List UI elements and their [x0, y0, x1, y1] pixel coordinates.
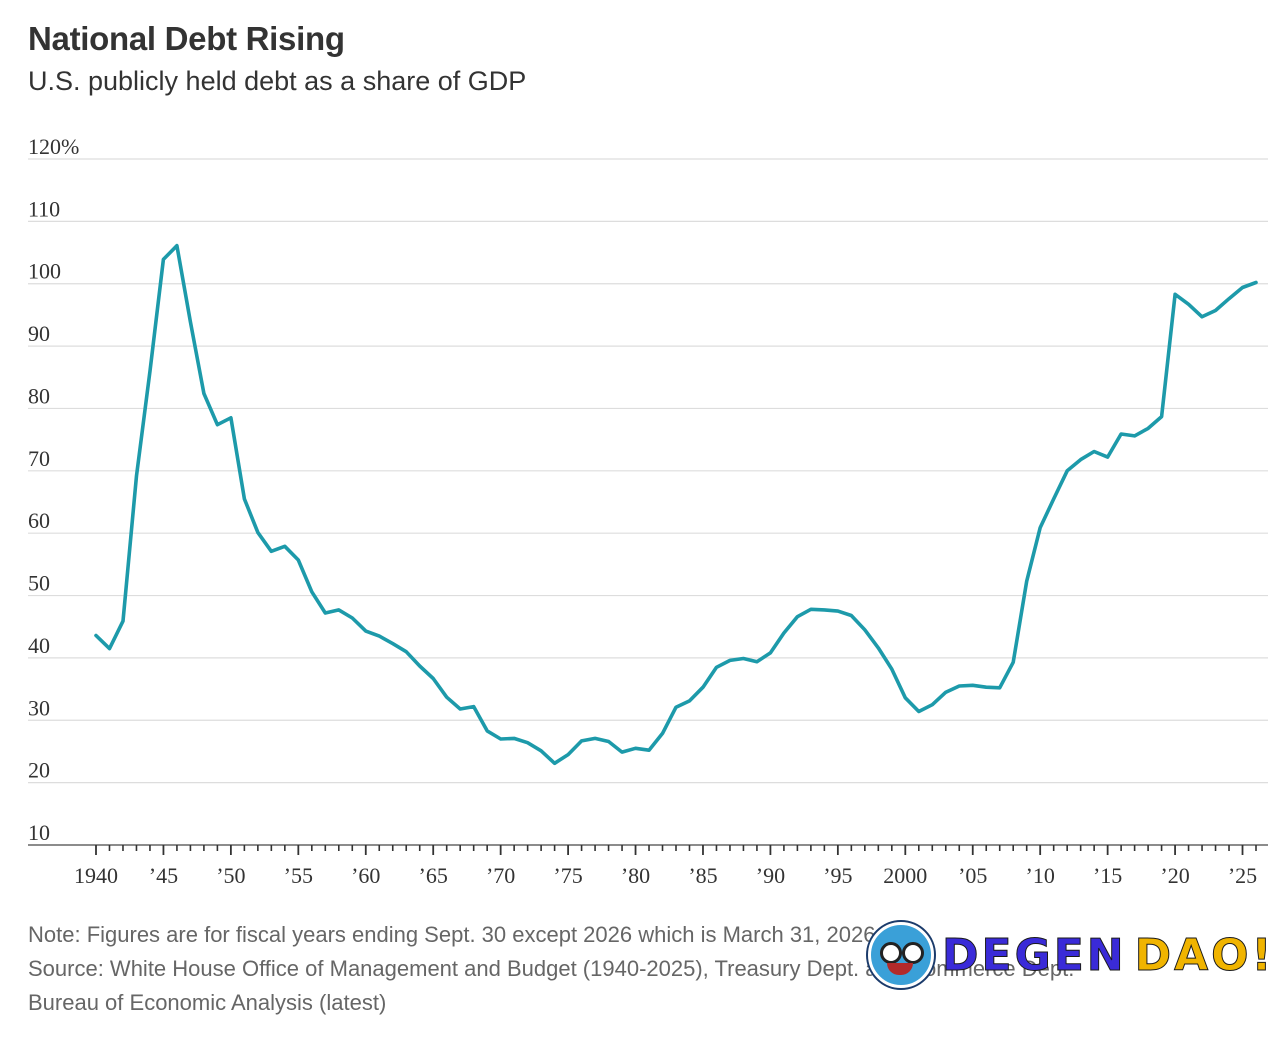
x-tick-label: ’80 — [621, 863, 650, 888]
x-tick-label: 2000 — [883, 863, 927, 888]
x-tick-label: ’60 — [351, 863, 380, 888]
watermark-logo: DEGEN DAO! — [868, 922, 1275, 988]
y-tick-label: 30 — [28, 695, 50, 720]
note-text: Note: Figures are for fiscal years endin… — [28, 922, 876, 947]
x-tick-label: ’15 — [1093, 863, 1122, 888]
chart-title: National Debt Rising — [28, 20, 345, 57]
x-tick-label: ’95 — [823, 863, 852, 888]
watermark-text-b: DAO! — [1134, 929, 1275, 981]
series-line — [94, 243, 1258, 766]
gridlines — [28, 158, 1268, 784]
watermark-text-a: DEGEN — [942, 929, 1127, 981]
x-tick-label: ’50 — [216, 863, 245, 888]
y-tick-label: 110 — [28, 196, 60, 221]
x-tick-label: ’45 — [149, 863, 178, 888]
y-tick-label: 10 — [28, 820, 50, 845]
y-tick-label: 40 — [28, 633, 50, 658]
x-tick-label: ’25 — [1228, 863, 1257, 888]
y-tick-label: 100 — [28, 259, 61, 284]
debt-line — [94, 243, 1258, 766]
x-tick-label: ’20 — [1160, 863, 1189, 888]
source-text-continued: Bureau of Economic Analysis (latest) — [28, 990, 387, 1015]
line-chart: 10 20 30 40 50 60 70 80 90 100 110 120% 1940 ’45 ’50 ’… — [28, 134, 1268, 888]
x-tick-label: ’05 — [958, 863, 987, 888]
y-axis-labels: 10 20 30 40 50 60 70 80 90 100 110 120% — [28, 134, 79, 845]
x-tick-label: ’75 — [553, 863, 582, 888]
x-tick-label: ’70 — [486, 863, 515, 888]
x-tick-label: ’10 — [1026, 863, 1055, 888]
x-tick-label: ’65 — [419, 863, 448, 888]
y-tick-label: 120% — [28, 134, 79, 159]
chart-subtitle: U.S. publicly held debt as a share of GD… — [28, 66, 527, 96]
x-tick-label: ’85 — [688, 863, 717, 888]
y-tick-label: 20 — [28, 758, 50, 783]
y-tick-label: 50 — [28, 571, 50, 596]
y-tick-label: 80 — [28, 383, 50, 408]
x-tick-label: 1940 — [74, 863, 118, 888]
y-tick-label: 60 — [28, 508, 50, 533]
y-tick-label: 70 — [28, 446, 50, 471]
x-tick-label: ’55 — [284, 863, 313, 888]
cartoon-face-icon — [868, 922, 934, 988]
x-tick-label: ’90 — [756, 863, 785, 888]
y-tick-label: 90 — [28, 321, 50, 346]
x-axis: 1940 ’45 ’50 ’55 ’60 ’65 ’70 ’75 ’80 ’85 ’90 ’95 200… — [28, 844, 1268, 888]
